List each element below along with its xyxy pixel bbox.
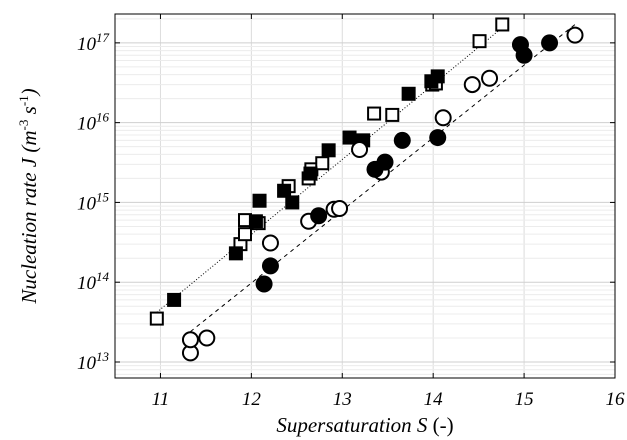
y-tick-label: 1013	[77, 349, 110, 374]
filled-square-marker	[303, 166, 318, 181]
open-circle-marker	[261, 234, 279, 252]
open-square-marker	[238, 227, 252, 242]
filled-circle-marker	[541, 34, 559, 52]
filled-square-marker	[285, 195, 300, 210]
y-tick-label: 1016	[77, 110, 110, 135]
filled-square-marker	[228, 246, 243, 261]
filled-circle-marker	[429, 129, 447, 147]
x-tick-label: 12	[242, 389, 262, 410]
x-axis-label: Supersaturation S (-)	[276, 413, 453, 437]
series-circle-filled	[255, 34, 559, 293]
y-tick-label: 1014	[77, 269, 110, 294]
filled-circle-marker	[261, 257, 279, 275]
y-tick-label: 1017	[77, 30, 110, 55]
filled-square-marker	[401, 86, 416, 101]
filled-square-marker	[430, 69, 445, 84]
data-markers	[149, 17, 584, 362]
open-circle-marker	[198, 329, 216, 347]
filled-circle-marker	[310, 207, 328, 225]
open-square-marker	[495, 17, 510, 32]
open-square-marker	[472, 34, 487, 49]
filled-circle-marker	[393, 131, 411, 149]
open-circle-marker	[463, 76, 481, 94]
filled-square-marker	[167, 292, 182, 307]
y-axis-label: Nucleation rate J (m-3 s-1)	[16, 88, 41, 304]
open-square-marker	[149, 311, 164, 326]
filled-square-marker	[321, 143, 336, 158]
y-tick-label: 1015	[77, 189, 110, 214]
plot-frame	[114, 13, 616, 379]
open-square-marker	[367, 106, 382, 121]
open-square-marker	[385, 107, 400, 122]
grid	[115, 14, 616, 378]
series-square-filled	[167, 69, 445, 307]
filled-square-marker	[342, 130, 357, 145]
open-square-marker	[315, 156, 330, 171]
open-circle-marker	[331, 199, 349, 217]
open-circle-marker	[566, 26, 584, 44]
filled-square-marker	[252, 193, 267, 208]
filled-circle-marker	[255, 275, 273, 293]
filled-square-marker	[277, 183, 292, 198]
open-circle-marker	[434, 109, 452, 127]
x-tick-label: 14	[424, 389, 444, 410]
dashed-fit-line	[190, 24, 576, 333]
x-tick-label: 13	[333, 389, 352, 410]
filled-square-marker	[248, 214, 263, 229]
x-tick-label: 11	[152, 389, 170, 410]
open-circle-marker	[351, 141, 369, 159]
axis-ticks: 11 12 13 14 15 16 1013 1014 1015 1016 1017	[77, 14, 625, 410]
filled-circle-marker	[515, 46, 533, 64]
open-circle-marker	[181, 331, 199, 349]
x-tick-label: 16	[606, 389, 626, 410]
filled-circle-marker	[376, 153, 394, 171]
open-circle-marker	[481, 69, 499, 87]
x-tick-label: 15	[515, 389, 534, 410]
